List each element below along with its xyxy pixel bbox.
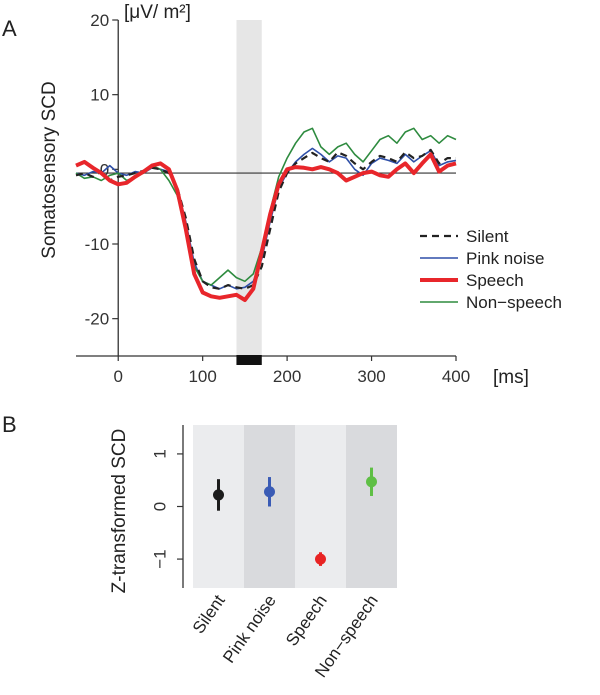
x-ticks: 0 100 200 300 400: [113, 356, 470, 386]
series-line-silent: [75, 148, 456, 290]
data-point: [264, 486, 275, 498]
data-point: [366, 476, 377, 488]
category-label: Speech: [282, 591, 331, 649]
x-tick-label: 300: [357, 367, 385, 386]
condition-bands: [193, 425, 397, 588]
y-tick-label: 10: [90, 86, 109, 105]
y-tick-label: -10: [85, 235, 110, 254]
series-lines: [75, 127, 457, 302]
y-axis-title: Somatosensory SCD: [39, 81, 60, 258]
y-tick-label: 20: [90, 11, 109, 30]
y-tick-label: −1: [151, 549, 170, 568]
legend-label: Non−speech: [466, 293, 562, 312]
highlight-window: [236, 20, 262, 356]
time-window-marker: [236, 355, 262, 365]
x-tick-label: 100: [188, 367, 216, 386]
data-points: [213, 467, 377, 566]
data-point: [315, 553, 326, 565]
y-tick-label: -20: [85, 310, 110, 329]
y-ticks: −1 0 1: [151, 449, 183, 569]
panel-b-label: B: [2, 412, 17, 437]
condition-band: [346, 425, 397, 588]
x-tick-label: 400: [442, 367, 470, 386]
y-tick-label: 1: [151, 449, 170, 458]
x-unit-label: [ms]: [493, 367, 529, 388]
y-axis-title: Z-transformed SCD: [109, 429, 130, 594]
data-point: [213, 489, 224, 501]
legend-label: Pink noise: [466, 249, 544, 268]
series-line-non-speech: [75, 127, 457, 286]
legend: Silent Pink noise Speech Non−speech: [420, 227, 562, 312]
series-line-speech: [75, 152, 457, 302]
y-tick-label: 0: [151, 502, 170, 511]
x-tick-label: 0: [113, 367, 122, 386]
legend-label: Silent: [466, 227, 509, 246]
panel-a-label: A: [2, 16, 17, 41]
legend-label: Speech: [466, 271, 524, 290]
y-unit-label: [μV/ m²]: [124, 2, 191, 23]
category-label: Silent: [189, 591, 229, 637]
x-tick-label: 200: [273, 367, 301, 386]
